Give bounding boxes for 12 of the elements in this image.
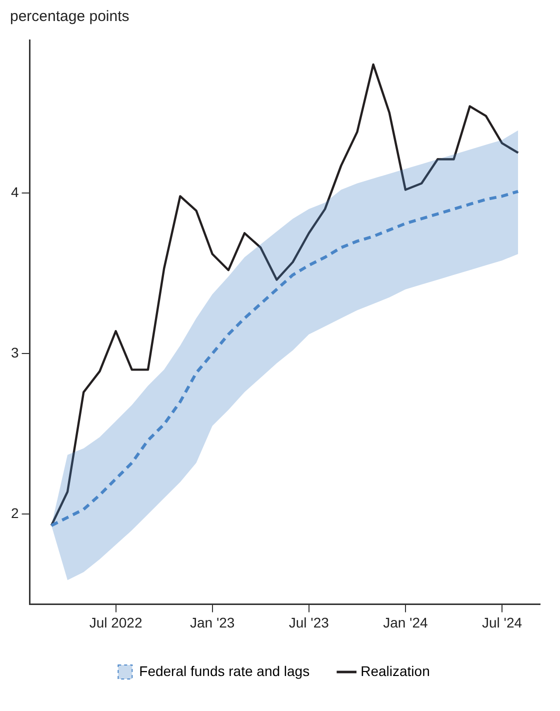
legend-label: Federal funds rate and lags bbox=[139, 662, 310, 679]
y-tick-label: 4 bbox=[10, 184, 19, 200]
x-tick-label: Jul '24 bbox=[482, 614, 522, 630]
x-tick-label: Jan '23 bbox=[190, 614, 235, 630]
x-tick-label: Jul '23 bbox=[288, 614, 330, 630]
line-series bbox=[50, 190, 520, 527]
x-tick-label: Jan '24 bbox=[383, 614, 428, 630]
y-tick-label: 2 bbox=[10, 505, 19, 522]
x-tick-label: Jul 2022 bbox=[89, 614, 142, 630]
legend-label: Realization bbox=[360, 662, 430, 679]
y-tick-label: 3 bbox=[10, 344, 19, 360]
y-axis-title: percentage points bbox=[10, 8, 130, 25]
